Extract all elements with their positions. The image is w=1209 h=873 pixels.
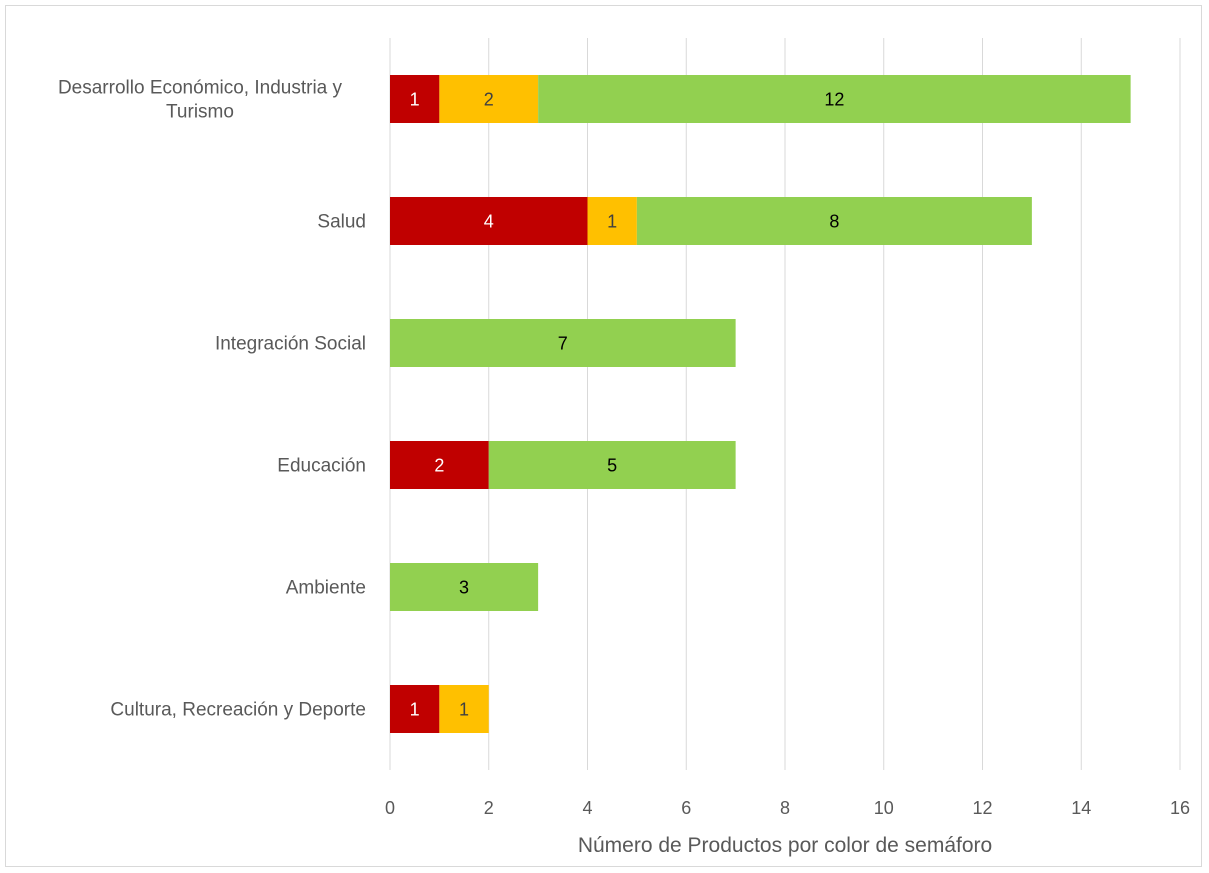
data-label-cat2-series2: 7 bbox=[558, 334, 568, 354]
data-label-cat0-series2: 12 bbox=[824, 90, 844, 110]
x-tick-label-6: 6 bbox=[681, 798, 691, 818]
data-label-cat4-series2: 3 bbox=[459, 578, 469, 598]
bar-cat3-series0 bbox=[390, 441, 489, 489]
chart-frame bbox=[5, 5, 1202, 867]
bar-cat1-series2 bbox=[636, 197, 1032, 245]
category-labels: Desarrollo Económico, Industria y Turismo… bbox=[58, 78, 366, 721]
data-label-cat1-series2: 8 bbox=[829, 212, 839, 232]
bar-cat0-series1 bbox=[439, 75, 539, 123]
data-label-cat3-series0: 2 bbox=[434, 456, 444, 476]
category-label-1: Salud bbox=[317, 212, 366, 233]
data-label-cat3-series2: 5 bbox=[607, 456, 617, 476]
x-tick-label-12: 12 bbox=[972, 798, 992, 818]
bar-cat5-series1 bbox=[439, 685, 489, 733]
data-label-cat5-series1: 1 bbox=[459, 700, 469, 720]
bar-cat5-series0 bbox=[390, 685, 440, 733]
category-label-5: Cultura, Recreación y Deporte bbox=[110, 700, 366, 721]
data-label-cat0-series1: 2 bbox=[484, 90, 494, 110]
x-tick-label-4: 4 bbox=[582, 798, 592, 818]
category-label-2: Integración Social bbox=[215, 334, 366, 355]
x-tick-label-14: 14 bbox=[1071, 798, 1091, 818]
bar-cat1-series0 bbox=[390, 197, 588, 245]
bars: 1 2 124 1 872 531 1 bbox=[390, 75, 1131, 733]
bar-cat0-series2 bbox=[538, 75, 1131, 123]
x-tick-label-8: 8 bbox=[780, 798, 790, 818]
data-label-cat5-series0: 1 bbox=[410, 700, 420, 720]
x-tick-label-2: 2 bbox=[484, 798, 494, 818]
x-tick-label-16: 16 bbox=[1170, 798, 1190, 818]
bar-cat2-series2 bbox=[390, 319, 736, 367]
category-label-3: Educación bbox=[277, 456, 366, 477]
bar-cat4-series2 bbox=[390, 563, 539, 611]
x-axis-title: Número de Productos por color de semáfor… bbox=[578, 834, 992, 857]
x-tick-label-10: 10 bbox=[874, 798, 894, 818]
x-tick-label-0: 0 bbox=[385, 798, 395, 818]
bar-cat3-series2 bbox=[488, 441, 736, 489]
gridlines bbox=[389, 38, 1181, 770]
bar-cat1-series1 bbox=[587, 197, 637, 245]
data-label-cat1-series1: 1 bbox=[607, 212, 617, 232]
x-tick-labels: 0 2 4 6 8 10 12 14 16 bbox=[385, 798, 1190, 818]
category-label-0: Desarrollo Económico, Industria y Turismo bbox=[58, 78, 343, 123]
data-label-cat1-series0: 4 bbox=[484, 212, 494, 232]
data-label-cat0-series0: 1 bbox=[410, 90, 420, 110]
category-label-4: Ambiente bbox=[286, 578, 366, 599]
bar-cat0-series0 bbox=[390, 75, 440, 123]
